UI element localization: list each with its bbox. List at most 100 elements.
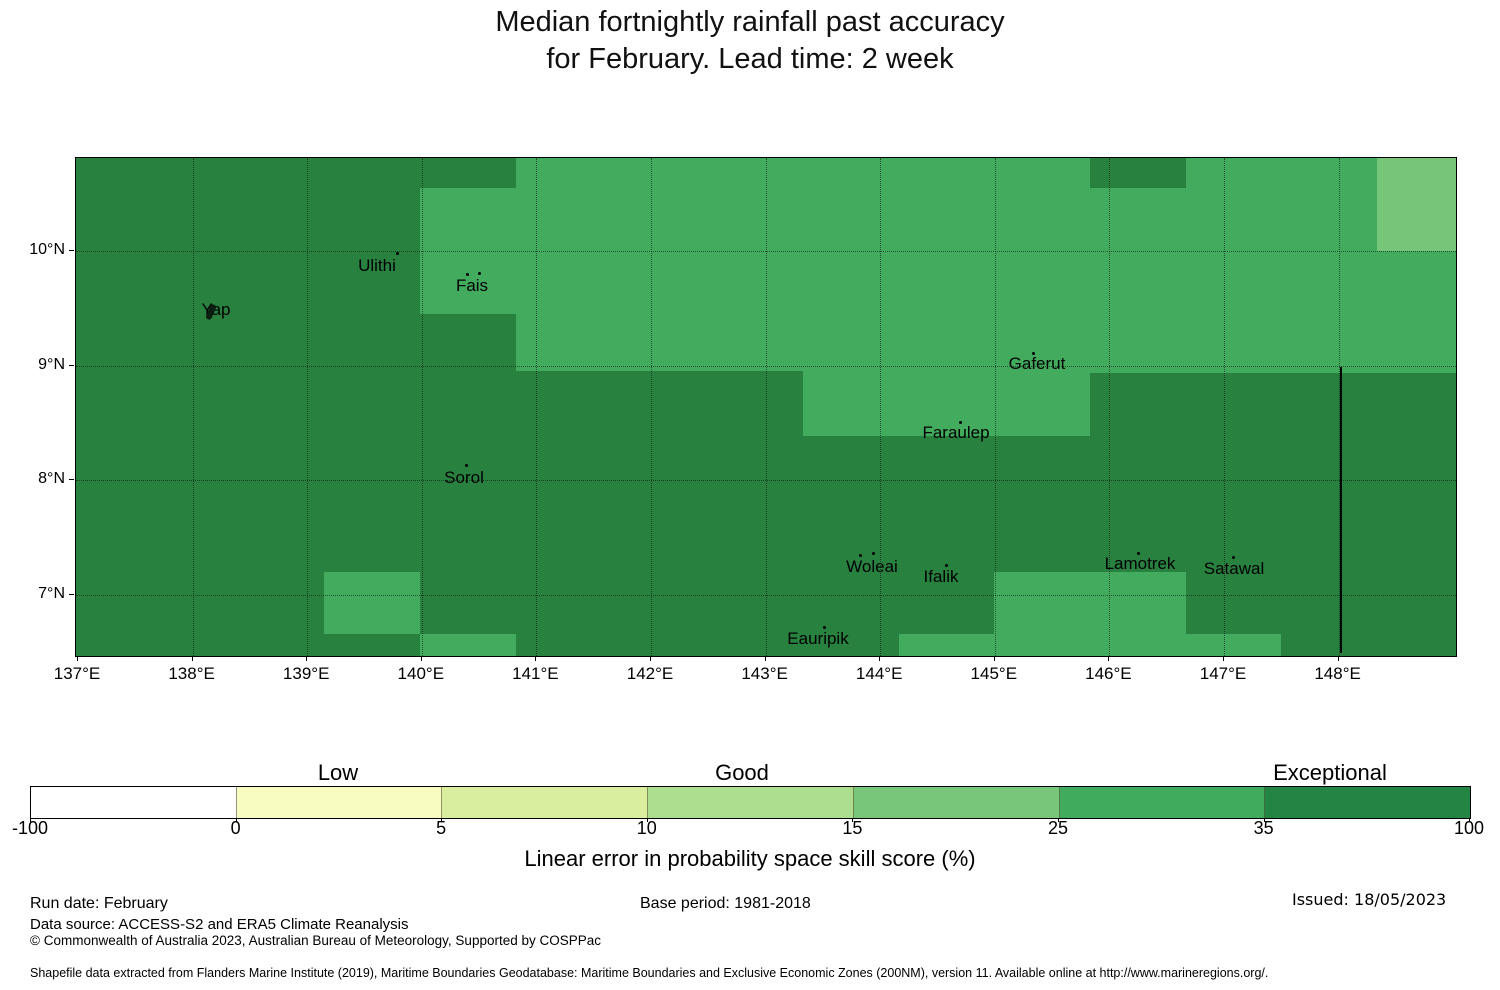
colorbar-tick-mark — [1263, 818, 1265, 822]
colorbar-axis-label: Linear error in probability space skill … — [524, 846, 976, 871]
island-label-sorol: Sorol — [444, 468, 484, 487]
map-cell — [516, 371, 803, 656]
map-cell — [420, 634, 516, 656]
chart-title: Median fortnightly rainfall past accurac… — [0, 4, 1500, 78]
colorbar-tick-mark — [646, 818, 648, 822]
x-tick-mark — [535, 656, 537, 661]
graticule-meridian — [421, 158, 423, 656]
x-tick-mark — [191, 656, 193, 661]
colorbar-segment — [648, 787, 854, 818]
colorbar — [30, 786, 1471, 819]
y-tick-label: 9°N — [38, 355, 65, 373]
colorbar-tick-label: 10 — [636, 818, 657, 838]
graticule-meridian — [651, 158, 652, 656]
shapefile-note-text: Shapefile data extracted from Flanders M… — [30, 966, 1269, 980]
colorbar-tick-mark — [852, 818, 854, 822]
island-label-satawal: Satawal — [1203, 559, 1265, 578]
colorbar-category-label-good: Good — [715, 760, 769, 785]
x-tick-label: 142°E — [626, 664, 674, 683]
x-tick-mark — [77, 656, 78, 661]
island-marker-icon — [466, 273, 469, 276]
map-plot-area: Yap Ulithi Fais Gaferut Faraulep Sorol Woleai I… — [75, 157, 1457, 657]
x-tick-mark — [764, 656, 766, 661]
x-tick-mark — [1223, 656, 1224, 661]
island-marker-icon — [478, 272, 481, 275]
island-label-woleai: Woleai — [846, 557, 898, 576]
map-cell — [1377, 158, 1456, 251]
colorbar-segment — [442, 787, 649, 818]
island-marker-icon — [859, 554, 862, 557]
graticule-parallel — [76, 480, 1456, 481]
x-tick-mark — [993, 656, 995, 661]
colorbar-category-label-low: Low — [317, 760, 359, 785]
y-tick-label: 7°N — [38, 584, 65, 602]
graticule-meridian — [765, 158, 767, 656]
island-label-lamotrek: Lamotrek — [1104, 554, 1176, 573]
x-tick-label: 139°E — [282, 664, 330, 683]
map-cell — [994, 572, 1186, 634]
island-marker-icon — [945, 564, 948, 567]
x-tick-label: 145°E — [970, 664, 1018, 683]
x-tick-mark — [1108, 656, 1110, 661]
y-tick-mark — [69, 593, 74, 595]
x-tick-label: 144°E — [855, 664, 903, 683]
y-tick-label: 8°N — [38, 470, 65, 487]
copyright-text: © Commonwealth of Australia 2023, Austra… — [30, 933, 602, 948]
issued-text: Issued: 18/05/2023 — [1292, 890, 1447, 909]
map-cell — [420, 314, 516, 634]
graticule-meridian — [880, 158, 882, 656]
graticule-meridian — [192, 158, 194, 656]
island-marker-icon — [1137, 552, 1140, 555]
x-tick-label: 137°E — [53, 664, 101, 683]
island-marker-icon — [1032, 352, 1035, 355]
colorbar-tick-mark — [441, 818, 443, 822]
graticule-meridian — [1224, 158, 1225, 656]
map-cell — [420, 158, 516, 188]
colorbar-tick-mark — [1469, 818, 1470, 822]
x-tick-mark — [650, 656, 651, 661]
colorbar-tick-label: 15 — [842, 818, 863, 838]
island-label-ulithi: Ulithi — [358, 256, 396, 275]
island-label-faraulep: Faraulep — [922, 423, 990, 442]
island-marker-icon — [396, 252, 399, 255]
x-tick-label: 140°E — [397, 664, 445, 683]
island-label-gaferut: Gaferut — [1008, 354, 1066, 373]
graticule-meridian — [1109, 158, 1111, 656]
graticule-meridian — [536, 158, 538, 656]
island-marker-icon — [959, 421, 962, 424]
graticule-meridian — [994, 158, 996, 656]
graticule-meridian — [1338, 158, 1340, 656]
map-cell — [324, 572, 420, 634]
colorbar-segment — [853, 787, 1060, 818]
chart-title-line1: Median fortnightly rainfall past accurac… — [495, 6, 1005, 38]
colorbar-tick-label: 35 — [1253, 818, 1274, 838]
colorbar-category-label-exceptional: Exceptional — [1273, 760, 1387, 785]
graticule-meridian — [307, 158, 309, 656]
y-tick-mark — [69, 479, 74, 480]
x-tick-label: 146°E — [1085, 664, 1132, 683]
island-label-ifalik: Ifalik — [923, 567, 959, 586]
x-tick-mark — [306, 656, 308, 661]
colorbar-tick-mark — [30, 818, 31, 822]
x-tick-label: 138°E — [168, 664, 215, 683]
map-cell — [1090, 158, 1186, 188]
x-tick-mark — [879, 656, 881, 661]
graticule-parallel — [76, 594, 1456, 596]
x-tick-mark — [420, 656, 422, 661]
eez-boundary-line — [1340, 367, 1342, 653]
colorbar-tick-label: 0 — [230, 818, 241, 838]
y-tick-mark — [69, 364, 74, 366]
map-cell — [899, 634, 1281, 656]
colorbar-tick-label: -100 — [11, 818, 49, 838]
graticule-parallel — [76, 365, 1456, 367]
colorbar-tick-mark — [235, 818, 237, 822]
island-label-eauripik: Eauripik — [787, 629, 849, 648]
data-source-text: Data source: ACCESS-S2 and ERA5 Climate … — [30, 916, 409, 933]
graticule-parallel — [76, 251, 1456, 252]
x-tick-label: 143°E — [741, 664, 788, 683]
colorbar-tick-label: 25 — [1047, 818, 1069, 838]
x-tick-mark — [1337, 656, 1339, 661]
colorbar-segment — [1059, 787, 1266, 818]
island-marker-icon — [1232, 556, 1235, 559]
